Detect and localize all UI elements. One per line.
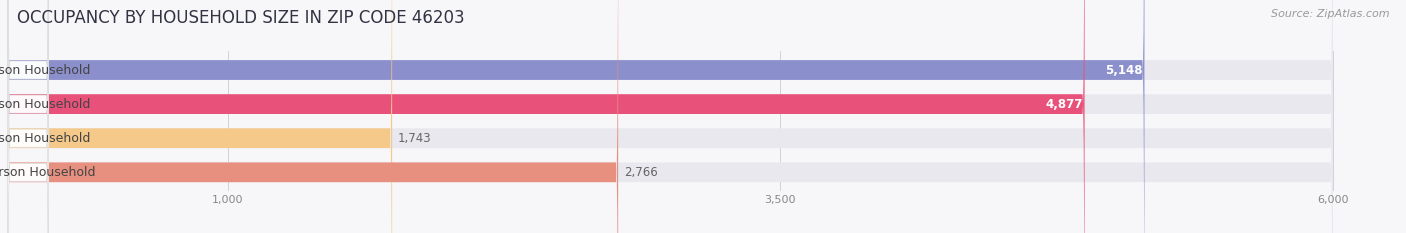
Text: 4,877: 4,877 bbox=[1046, 98, 1083, 111]
FancyBboxPatch shape bbox=[7, 0, 619, 233]
FancyBboxPatch shape bbox=[7, 0, 49, 233]
FancyBboxPatch shape bbox=[7, 0, 49, 233]
FancyBboxPatch shape bbox=[7, 0, 392, 233]
Text: 4+ Person Household: 4+ Person Household bbox=[0, 166, 96, 179]
FancyBboxPatch shape bbox=[7, 0, 1333, 233]
Text: 5,148: 5,148 bbox=[1105, 64, 1143, 76]
Text: 2-Person Household: 2-Person Household bbox=[0, 98, 90, 111]
FancyBboxPatch shape bbox=[7, 0, 49, 233]
FancyBboxPatch shape bbox=[7, 0, 1333, 233]
FancyBboxPatch shape bbox=[7, 0, 1333, 233]
Text: Source: ZipAtlas.com: Source: ZipAtlas.com bbox=[1271, 9, 1389, 19]
FancyBboxPatch shape bbox=[7, 0, 1333, 233]
FancyBboxPatch shape bbox=[7, 0, 1084, 233]
Text: 1-Person Household: 1-Person Household bbox=[0, 64, 90, 76]
FancyBboxPatch shape bbox=[7, 0, 1144, 233]
Text: OCCUPANCY BY HOUSEHOLD SIZE IN ZIP CODE 46203: OCCUPANCY BY HOUSEHOLD SIZE IN ZIP CODE … bbox=[17, 9, 464, 27]
FancyBboxPatch shape bbox=[7, 0, 49, 233]
Text: 3-Person Household: 3-Person Household bbox=[0, 132, 90, 145]
Text: 1,743: 1,743 bbox=[398, 132, 432, 145]
Text: 2,766: 2,766 bbox=[624, 166, 658, 179]
